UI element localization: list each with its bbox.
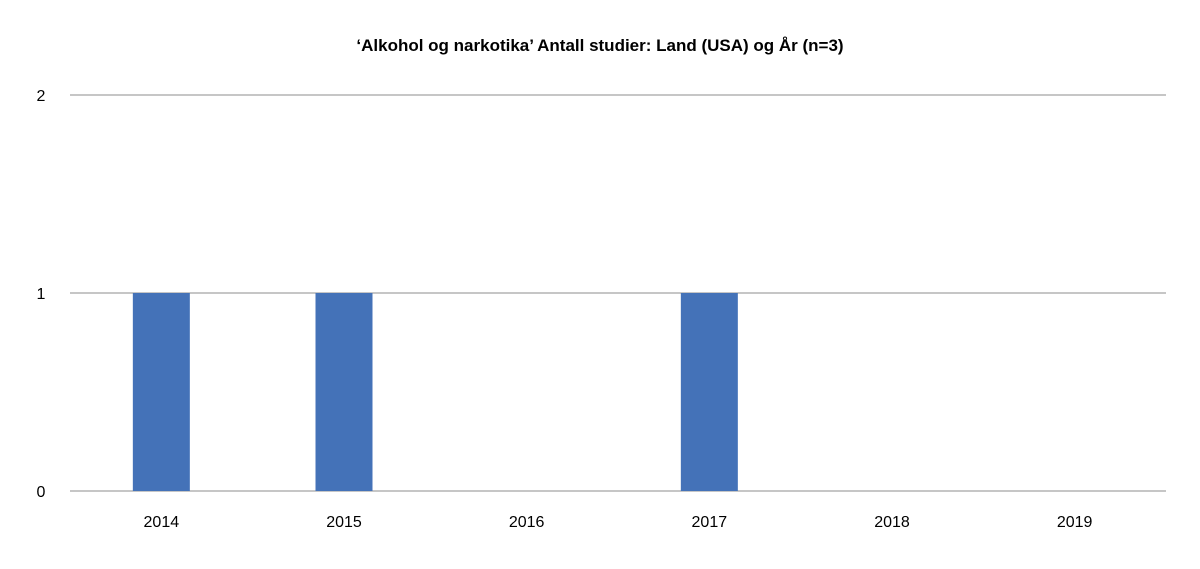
x-tick-label: 2019	[1057, 514, 1093, 531]
chart-title: ‘Alkohol og narkotika’ Antall studier: L…	[356, 36, 843, 55]
y-tick-label: 0	[37, 484, 46, 501]
x-tick-label: 2018	[874, 514, 910, 531]
bar-2014	[132, 293, 190, 491]
y-axis-ticks: 0 1 2	[37, 88, 46, 501]
bars	[132, 293, 738, 491]
gridlines	[70, 94, 1166, 492]
bar-2015	[315, 293, 373, 491]
x-tick-label: 2015	[326, 514, 362, 531]
x-tick-label: 2017	[692, 514, 728, 531]
bar-2017	[680, 293, 738, 491]
x-tick-label: 2016	[509, 514, 545, 531]
y-tick-label: 1	[37, 286, 46, 303]
x-axis-ticks: 2014 2015 2016 2017 2018 2019	[144, 514, 1093, 531]
x-tick-label: 2014	[144, 514, 180, 531]
y-tick-label: 2	[37, 88, 46, 105]
